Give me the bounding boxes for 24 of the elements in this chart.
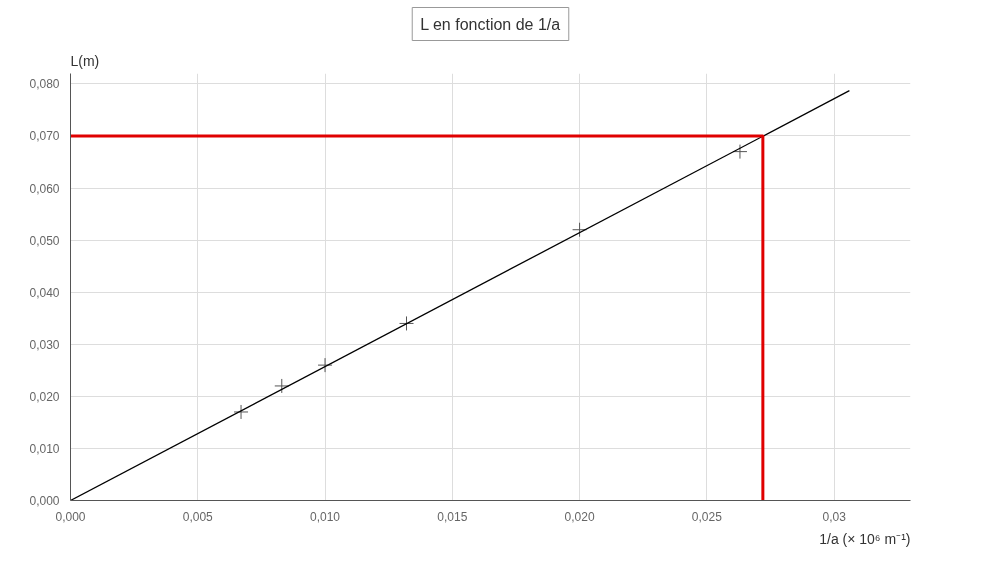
- y-tick-label: 0,050: [29, 233, 60, 248]
- y-tick-label: 0,060: [29, 181, 60, 196]
- point: [399, 315, 414, 331]
- x-tick-label: 0,000: [55, 509, 86, 524]
- chart-title: L en fonction de 1/a: [420, 15, 561, 33]
- point: [274, 378, 290, 394]
- point: [732, 144, 748, 160]
- x-axis-title: 1/a (× 10⁶ m⁻¹): [819, 530, 911, 547]
- y-axis-title: L(m): [70, 52, 100, 69]
- x-tick-label: 0,015: [437, 509, 468, 524]
- y-tick-label: 0,000: [29, 494, 60, 508]
- x-tick-label: 0,03: [822, 509, 847, 524]
- y-tick-label: 0,070: [29, 129, 60, 144]
- x-tick-label: 0,020: [564, 509, 595, 524]
- y-tick-label: 0,030: [29, 337, 60, 352]
- x-tick-label: 0,025: [691, 509, 723, 524]
- y-tick-label: 0,010: [29, 441, 60, 456]
- point: [317, 357, 333, 373]
- y-tick-label: 0,040: [29, 285, 60, 300]
- x-tick-label: 0,010: [310, 509, 341, 524]
- y-tick-label: 0,020: [29, 389, 60, 404]
- y-tick-label: 0,080: [29, 77, 60, 92]
- x-tick-label: 0,005: [182, 509, 214, 524]
- point: [233, 404, 249, 420]
